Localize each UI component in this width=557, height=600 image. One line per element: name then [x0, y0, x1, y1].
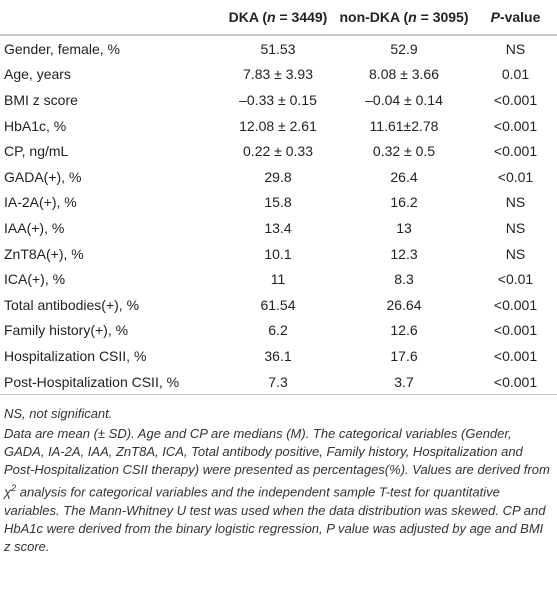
table-notes: NS, not significant. Data are mean (± SD)…	[0, 395, 557, 555]
note-text: χ	[4, 484, 12, 500]
table-row: ICA(+), % 11 8.3 <0.01	[0, 266, 557, 292]
note-text: 2	[11, 483, 17, 494]
header-text: = 3095)	[416, 9, 469, 25]
row-label: Family history(+), %	[4, 322, 129, 339]
value-cell: NS	[505, 194, 526, 211]
value-cell: 36.1	[264, 347, 292, 364]
header-text: n	[408, 9, 417, 25]
row-label: HbA1c, %	[4, 117, 67, 134]
header-cell: P-value	[474, 0, 557, 36]
row-label: ZnT8A(+), %	[4, 245, 84, 262]
header-text: -value	[499, 9, 541, 25]
value-cell: 16.2	[390, 194, 418, 211]
header-text: non-DKA (	[339, 9, 409, 25]
value-cell: 10.1	[264, 245, 292, 262]
table-body: Gender, female, % 51.53 52.9 NS Age, years 7.…	[0, 35, 557, 396]
value-cell: <0.01	[497, 271, 534, 288]
header-text: DKA (	[228, 9, 268, 25]
note-text: NS, not significant.	[4, 406, 113, 422]
header-text: = 3449)	[275, 9, 328, 25]
value-cell: 3.7	[334, 368, 474, 396]
value-cell: NS	[505, 245, 526, 262]
row-label: Total antibodies(+), %	[4, 296, 140, 313]
table-row: Family history(+), % 6.2 12.6 <0.001	[0, 318, 557, 344]
header-text: n	[267, 9, 276, 25]
value-cell: 26.4	[390, 168, 418, 185]
value-cell: <0.001	[493, 117, 538, 134]
value-cell: 0.01	[501, 66, 530, 83]
value-cell: 8.3	[394, 271, 414, 288]
table-row: Age, years 7.83 ± 3.93 8.08 ± 3.66 0.01	[0, 62, 557, 88]
note-text: analysis for categorical variables and t…	[4, 484, 546, 554]
value-cell: 0.32 ± 0.5	[372, 143, 436, 160]
value-cell: <0.001	[493, 91, 538, 108]
data-table: DKA (n = 3449) non-DKA (n = 3095) P-value …	[0, 0, 557, 396]
value-cell: 29.8	[264, 168, 292, 185]
row-label: BMI z score	[4, 91, 78, 108]
note-text: Data are mean (± SD). Age and CP are med…	[4, 426, 550, 478]
table-row: IA-2A(+), % 15.8 16.2 NS	[0, 190, 557, 216]
row-label: CP, ng/mL	[4, 143, 69, 160]
table-row: Total antibodies(+), % 61.54 26.64 <0.001	[0, 292, 557, 318]
value-cell: 11	[270, 271, 286, 288]
value-cell: 51.53	[260, 40, 296, 57]
row-label: Post-Hospitalization CSII, %	[0, 368, 222, 396]
note: NS, not significant.	[4, 405, 553, 423]
value-cell: <0.001	[493, 296, 538, 313]
value-cell: NS	[505, 219, 526, 236]
value-cell: 11.61±2.78	[369, 117, 439, 134]
row-label: Gender, female, %	[4, 40, 120, 57]
value-cell: 26.64	[386, 296, 422, 313]
value-cell: 61.54	[260, 296, 296, 313]
value-cell: NS	[505, 40, 526, 57]
value-cell: 0.22 ± 0.33	[243, 143, 313, 160]
value-cell: 12.3	[390, 245, 418, 262]
row-label: Age, years	[4, 66, 71, 83]
header-text: P	[490, 9, 500, 25]
table-row: Post-Hospitalization CSII, % 7.3 3.7 <0.001	[0, 368, 557, 396]
value-cell: 15.8	[264, 194, 292, 211]
value-cell: 12.6	[390, 322, 418, 339]
value-cell: 6.2	[268, 322, 288, 339]
table-row: BMI z score –0.33 ± 0.15 –0.04 ± 0.14 <0.00…	[0, 87, 557, 113]
value-cell: 7.83 ± 3.93	[243, 66, 313, 83]
value-cell: <0.001	[493, 143, 538, 160]
header-cell	[0, 0, 222, 36]
value-cell: 12.08 ± 2.61	[239, 117, 317, 134]
row-label: IAA(+), %	[4, 219, 65, 236]
value-cell: 13.4	[264, 219, 292, 236]
table-row: Gender, female, % 51.53 52.9 NS	[0, 35, 557, 62]
table-row: HbA1c, % 12.08 ± 2.61 11.61±2.78 <0.001	[0, 113, 557, 139]
value-cell: 52.9	[390, 40, 418, 57]
row-label: Hospitalization CSII, %	[4, 347, 147, 364]
value-cell: <0.01	[497, 168, 534, 185]
value-cell: –0.33 ± 0.15	[239, 91, 317, 108]
value-cell: <0.001	[493, 347, 538, 364]
value-cell: <0.001	[474, 368, 557, 396]
row-label: ICA(+), %	[4, 271, 66, 288]
table-row: Hospitalization CSII, % 36.1 17.6 <0.001	[0, 343, 557, 369]
header-row: DKA (n = 3449) non-DKA (n = 3095) P-value	[0, 0, 557, 36]
table-row: IAA(+), % 13.4 13 NS	[0, 215, 557, 241]
table-row: GADA(+), % 29.8 26.4 <0.01	[0, 164, 557, 190]
note: Data are mean (± SD). Age and CP are med…	[4, 425, 553, 555]
value-cell: 8.08 ± 3.66	[369, 66, 439, 83]
value-cell: 7.3	[222, 368, 334, 396]
value-cell: <0.001	[493, 322, 538, 339]
value-cell: 17.6	[390, 347, 418, 364]
table-row: CP, ng/mL 0.22 ± 0.33 0.32 ± 0.5 <0.001	[0, 138, 557, 164]
table-row: ZnT8A(+), % 10.1 12.3 NS	[0, 241, 557, 267]
value-cell: –0.04 ± 0.14	[365, 91, 443, 108]
header-cell: DKA (n = 3449)	[222, 0, 334, 36]
row-label: GADA(+), %	[4, 168, 82, 185]
value-cell: 13	[396, 219, 412, 236]
header-cell: non-DKA (n = 3095)	[334, 0, 474, 36]
row-label: IA-2A(+), %	[4, 194, 77, 211]
